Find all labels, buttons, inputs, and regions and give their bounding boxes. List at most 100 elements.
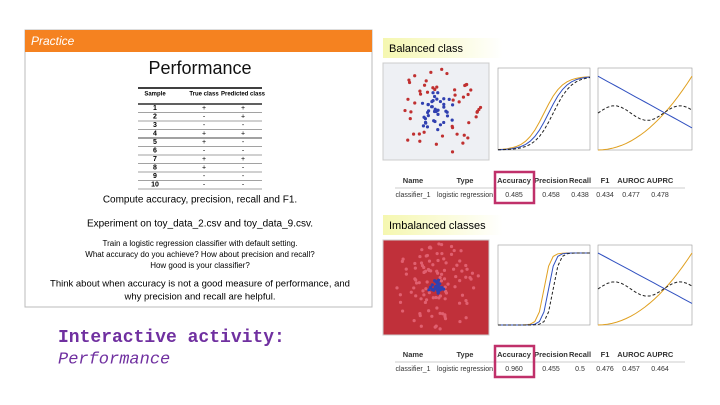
scatter-dot bbox=[430, 105, 434, 109]
scatter-dot bbox=[469, 88, 473, 92]
curve bbox=[497, 77, 591, 151]
scatter-dot bbox=[442, 120, 446, 125]
scatter-dot bbox=[418, 139, 422, 143]
scatter-dot bbox=[413, 261, 417, 266]
curve bbox=[597, 252, 693, 304]
scatter-dot bbox=[421, 124, 426, 128]
table-cell: 10 bbox=[151, 182, 159, 189]
scatter-dot bbox=[406, 138, 410, 142]
table-cell: 3 bbox=[153, 122, 157, 129]
table-cell: + bbox=[202, 139, 206, 146]
scatter-dot bbox=[463, 83, 467, 88]
scatter-dot bbox=[418, 92, 423, 96]
scatter-dot bbox=[422, 270, 426, 275]
activity-name: Performance bbox=[58, 350, 170, 369]
scatter-dot bbox=[434, 295, 438, 300]
question: Train a logistic regression classifier w… bbox=[103, 239, 298, 248]
scatter-dot bbox=[457, 100, 461, 104]
column-header: Sample bbox=[144, 92, 166, 98]
scatter-dot bbox=[435, 306, 439, 310]
result-header: AUPRC bbox=[647, 176, 674, 185]
table-cell: + bbox=[241, 131, 245, 138]
scatter-dot bbox=[424, 287, 428, 291]
scatter-dot bbox=[431, 296, 435, 300]
scatter-dot bbox=[426, 110, 430, 115]
table-cell: + bbox=[241, 156, 245, 163]
scatter-dot bbox=[432, 109, 437, 114]
scatter-dot bbox=[423, 300, 428, 305]
task: Compute accuracy, precision, recall and … bbox=[103, 195, 297, 206]
scatter-dot bbox=[436, 290, 440, 294]
scatter-dot bbox=[444, 261, 448, 265]
scatter-dot bbox=[470, 271, 475, 275]
scatter-dot bbox=[442, 102, 446, 106]
table-cell: - bbox=[203, 122, 206, 129]
scatter-dot bbox=[452, 248, 456, 253]
scatter-dot bbox=[472, 286, 476, 290]
result-cell: classifier_1 bbox=[395, 192, 430, 199]
scatter-dot bbox=[427, 288, 431, 292]
result-header: Accuracy bbox=[497, 176, 532, 185]
scatter-dot bbox=[418, 254, 422, 259]
question: What accuracy do you achieve? How about … bbox=[85, 250, 315, 259]
scatter-dot bbox=[475, 110, 479, 114]
scatter-dot bbox=[438, 327, 442, 331]
scatter-dot bbox=[435, 108, 439, 113]
results-panels: Balanced class Name classifier_1 Type logist… bbox=[382, 38, 693, 379]
table-cell: + bbox=[202, 131, 206, 138]
result-cell: 0.477 bbox=[622, 192, 640, 199]
scatter-dot bbox=[439, 272, 444, 276]
scatter-dot bbox=[404, 272, 408, 276]
scatter-dot bbox=[453, 285, 457, 289]
practice-title: Performance bbox=[148, 58, 251, 78]
scatter-dot bbox=[425, 125, 430, 129]
result-header: Name bbox=[403, 176, 423, 185]
scatter-dot bbox=[436, 112, 440, 116]
scatter-dot bbox=[436, 128, 440, 132]
scatter-dot bbox=[436, 278, 441, 282]
scatter-dot bbox=[412, 319, 416, 323]
curve bbox=[597, 281, 693, 297]
scatter-dot bbox=[454, 274, 458, 279]
scatter-dot bbox=[460, 269, 464, 273]
scatter-dot bbox=[440, 67, 444, 71]
scatter-dot bbox=[444, 291, 449, 295]
scatter-dot bbox=[436, 91, 440, 95]
scatter-dot bbox=[404, 267, 408, 271]
scatter-dot bbox=[465, 301, 469, 305]
scatter-dot bbox=[478, 105, 483, 110]
table-cell: - bbox=[242, 139, 245, 146]
scatter-dot bbox=[464, 275, 468, 279]
result-cell: 0.5 bbox=[575, 366, 585, 373]
result-cell: 0.458 bbox=[542, 192, 560, 199]
table-cell: - bbox=[203, 148, 206, 155]
table-cell: - bbox=[203, 173, 206, 180]
scatter-dot bbox=[434, 285, 438, 289]
scatter-dot bbox=[409, 110, 413, 114]
table-cell: - bbox=[242, 148, 245, 155]
scatter-dot bbox=[433, 87, 437, 92]
scatter-dot bbox=[447, 97, 451, 102]
scatter-dot bbox=[467, 121, 471, 125]
scatter-dot bbox=[408, 117, 412, 121]
question: How good is your classifier? bbox=[150, 261, 250, 270]
scatter-dot bbox=[413, 74, 417, 78]
table-cell: 8 bbox=[153, 165, 157, 172]
scatter-dot bbox=[459, 249, 463, 253]
scatter-dot bbox=[420, 101, 425, 105]
scatter-dot bbox=[453, 88, 457, 92]
scatter-dot bbox=[419, 324, 423, 328]
scatter-dot bbox=[431, 91, 435, 95]
scatter-dot bbox=[449, 252, 454, 256]
scatter-dot bbox=[422, 83, 427, 87]
scatter-dot bbox=[442, 268, 447, 272]
scatter-dot bbox=[431, 263, 435, 267]
plot-frame bbox=[597, 244, 693, 326]
scatter-dot bbox=[406, 97, 410, 101]
scatter-dot bbox=[407, 78, 411, 82]
reflection: Think about when accuracy is not a good … bbox=[50, 279, 350, 290]
scatter-dot bbox=[455, 132, 459, 136]
result-header: Precision bbox=[534, 350, 568, 359]
scatter-dot bbox=[414, 294, 418, 298]
scatter-dot bbox=[464, 316, 468, 320]
